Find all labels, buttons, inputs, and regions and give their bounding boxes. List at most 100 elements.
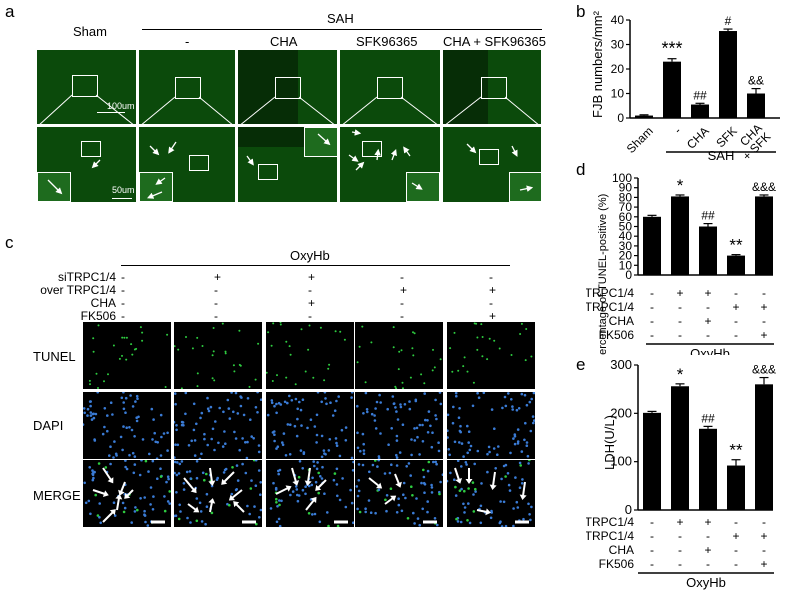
cell-dot — [124, 396, 128, 400]
cell-dot — [177, 517, 181, 521]
cell-dot — [112, 456, 115, 459]
micrograph-dots — [83, 460, 171, 527]
cell-dot — [373, 414, 376, 417]
cell-dot — [175, 424, 178, 427]
inset-zoom — [304, 127, 337, 157]
cell-dot — [520, 450, 524, 453]
cell-dot — [460, 442, 464, 445]
cell-dot — [462, 502, 465, 506]
arrow — [476, 509, 488, 513]
cell-dot — [528, 513, 531, 516]
cell-dot — [387, 443, 390, 446]
cell-dot — [124, 465, 127, 469]
arrow — [223, 471, 235, 483]
micrograph-dots — [447, 392, 535, 458]
cell-dot — [195, 519, 199, 523]
cell-dot — [377, 460, 380, 462]
cell-dot — [364, 510, 367, 514]
arrow — [116, 497, 120, 511]
cell-dot — [331, 414, 335, 417]
cell-dot — [467, 441, 470, 444]
cell-dot — [174, 402, 177, 406]
cell-dot — [236, 479, 240, 482]
cell-dot — [415, 497, 418, 500]
cell-dot — [315, 413, 319, 417]
cell-dot — [166, 475, 170, 478]
roi-box — [362, 141, 382, 157]
cell-dot — [248, 512, 251, 516]
cell-dot — [213, 448, 216, 452]
micrograph-dapi-2 — [266, 392, 354, 459]
cell-dot — [121, 336, 124, 339]
arrow-head — [292, 480, 300, 486]
cell-dot — [336, 524, 340, 527]
cell-dot — [356, 431, 359, 435]
cell-dot — [96, 514, 100, 517]
cell-dot — [192, 428, 196, 432]
cell-dot — [465, 463, 468, 466]
roi-box — [377, 77, 403, 99]
significance-3: ** — [729, 236, 743, 255]
arrow — [209, 467, 213, 483]
cell-dot — [486, 470, 489, 474]
cell-dot — [517, 407, 521, 410]
matrix-cell: - — [650, 557, 654, 571]
cell-dot — [143, 513, 146, 516]
cell-dot — [270, 401, 274, 405]
cell-dot — [177, 348, 180, 351]
arrow-head — [376, 482, 383, 489]
cell-dot — [135, 419, 139, 423]
cell-dot — [344, 505, 348, 509]
cell-dot — [240, 396, 243, 399]
cell-dot — [453, 478, 456, 481]
arrow-head — [233, 501, 240, 508]
cell-dot — [488, 450, 491, 454]
cell-dot — [182, 488, 186, 491]
cell-dot — [291, 490, 295, 493]
cell-dot — [92, 416, 96, 420]
row-label-0: siTRPC1/4 — [58, 270, 117, 284]
cell-dot — [498, 347, 501, 350]
cell-dot — [523, 393, 527, 397]
row-label-0: siTRPC1/4 — [586, 286, 634, 300]
y-tick-label: 20 — [619, 249, 633, 263]
cell-dot — [506, 472, 510, 475]
cell-dot — [431, 369, 434, 372]
cell-dot — [423, 382, 426, 385]
cell-dot — [447, 413, 450, 417]
cell-dot — [89, 414, 93, 417]
cell-dot — [203, 432, 206, 436]
cell-dot — [174, 345, 176, 348]
matrix-cell: + — [214, 270, 222, 284]
cell-dot — [338, 498, 342, 502]
cell-dot — [474, 487, 477, 491]
cell-dot — [456, 460, 460, 462]
cell-dot — [111, 413, 114, 416]
y-tick-label: 40 — [619, 229, 633, 243]
y-tick-label: 0 — [617, 111, 624, 125]
cell-dot — [530, 397, 533, 401]
matrix-cell: - — [214, 283, 218, 297]
micrograph-dots — [449, 322, 533, 384]
significance-2: ## — [701, 411, 715, 425]
cell-dot — [207, 409, 211, 413]
cell-dot — [281, 441, 284, 444]
scale-bar — [112, 198, 132, 199]
cell-dot — [412, 511, 415, 515]
cell-dot — [203, 437, 206, 441]
col-label-4: CHA + SFK96365 — [443, 34, 546, 49]
cell-dot — [319, 475, 322, 478]
cell-dot — [135, 394, 139, 398]
cell-dot — [412, 354, 415, 357]
micrograph-dots — [447, 460, 533, 527]
cell-dot — [184, 392, 188, 395]
arrow-head — [455, 477, 463, 484]
micrograph-sham-high: 50um — [37, 127, 136, 202]
cell-dot — [180, 423, 184, 427]
cell-dot — [468, 448, 472, 452]
cell-dot — [524, 421, 527, 425]
cell-dot — [256, 411, 259, 414]
cell-dot — [254, 484, 258, 487]
cell-dot — [423, 392, 426, 395]
